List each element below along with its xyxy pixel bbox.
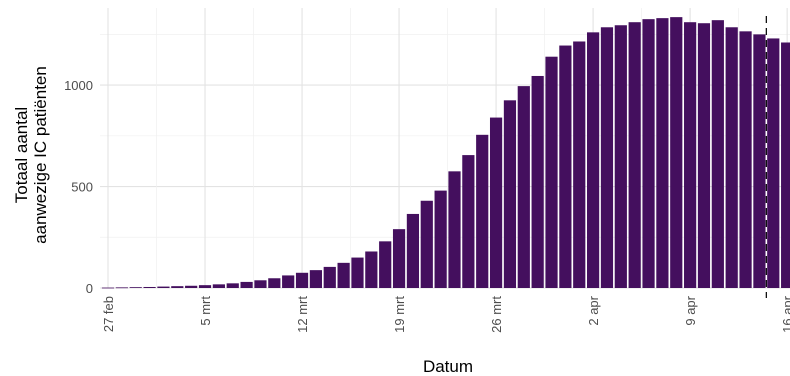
- bar: [684, 22, 697, 288]
- bar: [212, 284, 225, 288]
- x-axis-title: Datum: [423, 357, 473, 376]
- bar: [587, 32, 600, 288]
- bar: [573, 41, 586, 289]
- bar: [753, 34, 766, 288]
- y-tick-label: 500: [71, 180, 93, 195]
- bar: [462, 155, 475, 288]
- bar: [406, 213, 420, 288]
- bar: [171, 286, 184, 288]
- y-axis-title-line-2: aanwezige IC patiënten: [31, 66, 50, 244]
- bar: [725, 27, 738, 289]
- bar: [323, 266, 336, 288]
- bar: [476, 134, 489, 288]
- bar: [614, 25, 627, 289]
- bar: [600, 27, 614, 289]
- bar: [198, 285, 212, 288]
- bar: [295, 272, 309, 288]
- bar: [226, 283, 239, 288]
- x-tick-label: 27 feb: [101, 296, 116, 332]
- bar: [143, 286, 156, 288]
- bar: [670, 17, 683, 289]
- bar: [628, 22, 641, 288]
- bar: [115, 287, 128, 289]
- bar: [337, 262, 350, 288]
- bar: [157, 286, 170, 288]
- x-tick-label: 2 apr: [586, 295, 601, 325]
- x-tick-label: 12 mrt: [295, 296, 310, 333]
- bar: [767, 38, 780, 288]
- x-tick-label: 16 apr: [780, 295, 790, 333]
- bar: [365, 251, 378, 288]
- bar: [642, 19, 655, 288]
- y-axis-title: Totaal aantal aanwezige IC patiënten: [12, 66, 50, 244]
- bar: [309, 270, 322, 288]
- x-tick-label: 26 mrt: [489, 296, 504, 333]
- bar: [711, 20, 724, 288]
- bar: [101, 287, 115, 289]
- bar: [434, 190, 447, 288]
- bar: [545, 56, 558, 289]
- y-tick-label: 1000: [64, 78, 93, 93]
- x-tick-label: 19 mrt: [392, 296, 407, 333]
- bar: [739, 31, 752, 288]
- x-tick-label: 9 apr: [683, 295, 698, 325]
- bar: [129, 287, 142, 288]
- bar: [240, 281, 253, 288]
- bar: [559, 45, 572, 289]
- bar: [489, 117, 503, 288]
- bar: [392, 229, 406, 288]
- bar: [531, 75, 544, 289]
- bar: [185, 285, 198, 288]
- bar: [448, 171, 461, 288]
- bar: [656, 18, 669, 288]
- grid-lines: [100, 8, 790, 289]
- bar: [351, 257, 364, 288]
- bar: [379, 241, 392, 288]
- bar: [420, 200, 433, 288]
- y-tick-label: 0: [86, 281, 93, 296]
- bar: [503, 100, 517, 288]
- x-tick-label: 5 mrt: [198, 296, 213, 326]
- y-axis-title-line-1: Totaal aantal: [12, 107, 31, 203]
- y-axis: 0 500 1000: [64, 78, 93, 296]
- bar: [781, 42, 790, 288]
- bar: [268, 278, 281, 288]
- bar: [254, 280, 267, 288]
- bar: [697, 23, 711, 288]
- bar: [517, 86, 530, 289]
- bars: [101, 17, 790, 289]
- x-axis: 27 feb 5 mrt 12 mrt 19 mrt 26 mrt 2 apr 9 apr 1…: [101, 295, 790, 333]
- bar: [282, 275, 295, 288]
